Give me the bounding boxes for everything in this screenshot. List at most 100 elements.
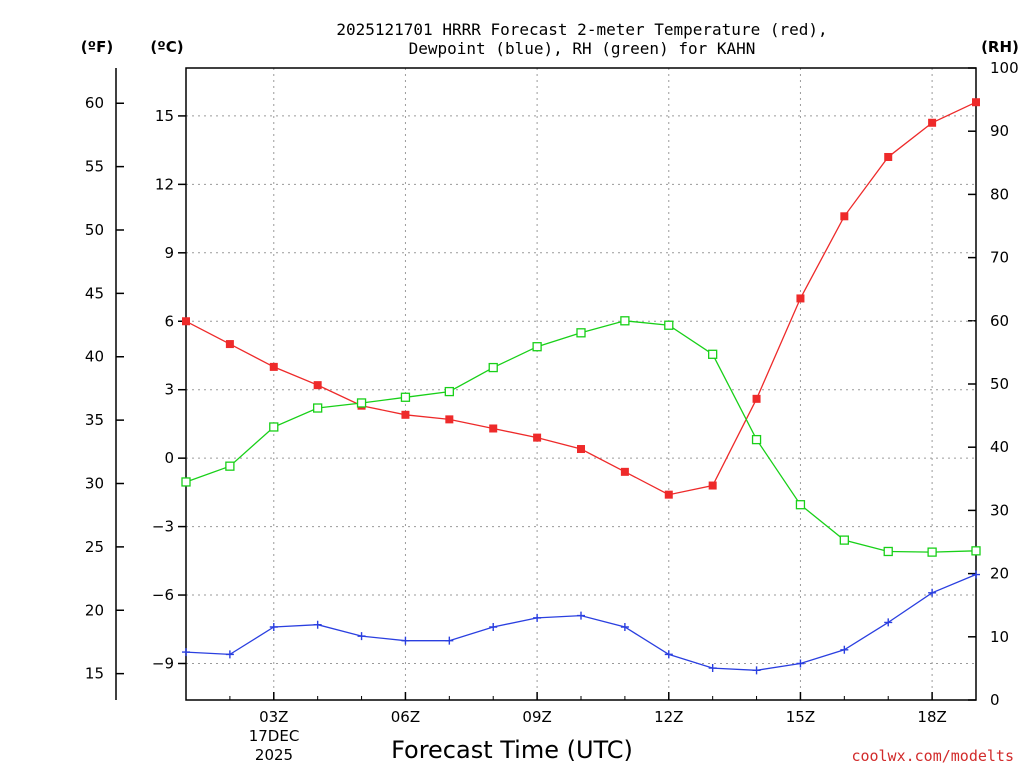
relative-humidity-point [620,316,630,326]
relative-humidity-point [708,349,718,359]
relative-humidity-point [181,477,191,487]
relative-humidity-point [751,434,762,445]
rh-tick-label: 60 [990,312,1009,330]
relative-humidity-point [488,362,498,373]
celsius-tick-label: −3 [152,518,174,536]
temperature-point [225,340,234,349]
celsius-unit-label: (ºC) [150,38,183,56]
relative-humidity-point [664,320,674,330]
temperature-point [884,152,893,161]
temperature-point [269,362,278,371]
temperature-point [401,410,410,419]
x-tick-label: 06Z [391,708,420,726]
relative-humidity-point [883,546,893,557]
fahrenheit-tick-label: 45 [85,284,104,302]
rh-tick-label: 20 [990,565,1009,583]
dewpoint-point [884,618,893,627]
relative-humidity-point [356,398,367,408]
fahrenheit-axis: 60 55 50 45 40 35 30 25 20 15 [85,94,124,683]
celsius-tick-label: 6 [164,312,174,330]
relative-humidity-point [269,422,279,432]
dewpoint-point [489,622,498,631]
celsius-tick-label: −9 [152,654,174,672]
celsius-tick-label: 3 [164,381,174,399]
temperature-point [796,294,805,303]
dewpoint-point [972,570,980,579]
date-label-year: 2025 [255,746,293,764]
dewpoint-line [185,573,977,671]
temperature-point [928,118,937,127]
temperature-point [182,317,190,326]
celsius-tick-label: −6 [152,586,174,604]
rh-unit-label: (RH) [981,38,1019,56]
rh-tick-label: 30 [990,501,1009,519]
temperature-point [533,433,542,442]
relative-humidity-point [971,546,981,556]
relative-humidity-point [839,535,849,545]
fahrenheit-tick-label: 50 [85,221,104,239]
dewpoint-point [577,611,585,620]
plot-frame [185,67,977,701]
chart-title-line-1: 2025121701 HRRR Forecast 2-meter Tempera… [336,20,827,39]
dewpoint-point [357,632,366,641]
dewpoint-point [928,588,937,597]
fahrenheit-tick-label: 60 [85,94,104,112]
dewpoint-point [752,666,761,675]
dewpoint-point [313,620,322,629]
temperature-point [708,481,717,490]
relative-humidity-point [313,403,323,413]
x-tick-label: 12Z [654,708,683,726]
temperature-point [840,212,849,221]
rh-tick-label: 10 [990,628,1009,646]
grid [186,68,976,700]
fahrenheit-tick-label: 30 [85,475,104,493]
relative-humidity-point [927,547,937,557]
rh-tick-label: 70 [990,249,1009,267]
date-label-day: 17DEC [249,727,300,745]
dewpoint-point [225,650,234,659]
rh-tick-label: 50 [990,375,1009,393]
temperature-point [972,98,980,107]
temperature-point [313,381,322,390]
chart-title-line-2: Dewpoint (blue), RH (green) for KAHN [409,39,756,58]
dewpoint-point [708,664,717,673]
relative-humidity-point [795,500,806,510]
temperature-point [577,445,585,454]
x-tick-label: 15Z [786,708,815,726]
celsius-tick-label: 0 [164,449,174,467]
dewpoint-point [533,613,542,622]
rh-tick-label: 80 [990,185,1009,203]
fahrenheit-tick-label: 35 [85,411,104,429]
dewpoint-point [401,636,410,645]
fahrenheit-tick-label: 25 [85,538,104,556]
dewpoint-point [620,622,629,631]
temperature-point [752,394,761,403]
temperature-line [185,101,977,496]
relative-humidity-point [225,461,235,471]
x-tick-label: 18Z [917,708,946,726]
dewpoint-point [796,659,805,668]
fahrenheit-tick-label: 15 [85,665,104,683]
temperature-point [445,415,454,424]
fahrenheit-tick-label: 20 [85,601,104,619]
x-axis: 03Z 06Z 09Z 12Z 15Z 18Z [185,692,977,726]
relative-humidity-point [576,328,586,338]
dewpoint-point [840,645,849,654]
relative-humidity-point [444,386,454,397]
rh-tick-label: 40 [990,438,1009,456]
rh-tick-label: 0 [990,691,1000,709]
dewpoint-point [269,622,278,631]
fahrenheit-tick-label: 55 [85,158,104,176]
celsius-tick-label: 15 [155,107,174,125]
dewpoint-point [445,636,454,645]
celsius-tick-label: 12 [155,175,174,193]
x-tick-label: 09Z [522,708,551,726]
dewpoint-point [182,648,190,657]
rh-tick-label: 100 [990,59,1019,77]
dewpoint-point [664,650,673,659]
x-tick-label: 03Z [259,708,288,726]
x-axis-label: Forecast Time (UTC) [391,736,633,764]
fahrenheit-unit-label: (ºF) [81,38,113,56]
